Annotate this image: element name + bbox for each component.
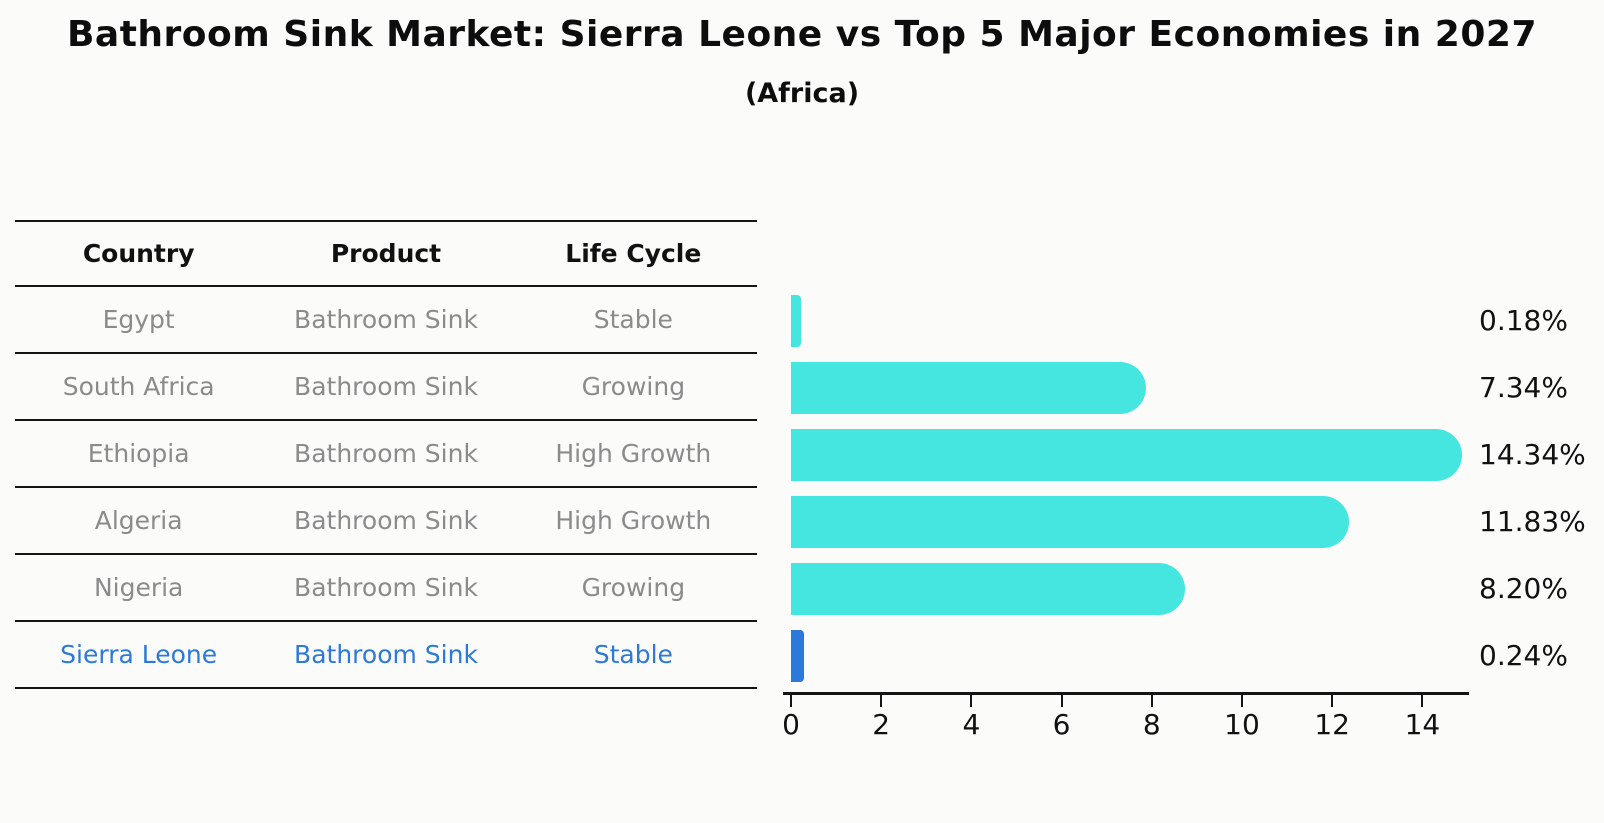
column-header-life-cycle: Life Cycle xyxy=(565,239,702,268)
country-table: Country Product Life Cycle Egypt Bathroom… xyxy=(15,220,757,689)
x-axis-tick xyxy=(880,695,883,707)
column-header-product: Product xyxy=(330,239,442,268)
chart-title: Bathroom Sink Market: Sierra Leone vs To… xyxy=(66,14,1538,55)
x-axis-tick-label: 8 xyxy=(1142,708,1161,741)
table-cell-life-cycle: Stable xyxy=(593,640,673,669)
table-body: Egypt Bathroom Sink Stable South Africa Bath… xyxy=(15,287,757,689)
bar-ethiopia xyxy=(791,428,1462,481)
column-header-country: Country xyxy=(82,239,195,268)
chart-subtitle: (Africa) xyxy=(744,78,860,109)
table-cell-product: Bathroom Sink xyxy=(294,640,478,669)
table-cell-product: Bathroom Sink xyxy=(294,573,478,602)
x-axis-line xyxy=(783,692,1469,695)
table-cell-country: Sierra Leone xyxy=(60,640,218,669)
x-axis-tick-label: 4 xyxy=(962,708,981,741)
x-axis-tick-label: 14 xyxy=(1404,708,1441,741)
x-axis-tick xyxy=(1241,695,1243,707)
table-cell-country: Algeria xyxy=(94,506,183,535)
table-cell-life-cycle: High Growth xyxy=(555,439,712,468)
x-axis-tick-label: 12 xyxy=(1314,708,1350,741)
table-row-algeria: Algeria Bathroom Sink High Growth xyxy=(15,488,757,555)
bar-egypt xyxy=(791,294,802,347)
x-axis-tick xyxy=(970,695,973,707)
value-label-south-africa: 7.34% xyxy=(1479,370,1568,404)
table-cell-country: Ethiopia xyxy=(87,439,190,468)
table-cell-life-cycle: High Growth xyxy=(555,506,712,535)
table-cell-product: Bathroom Sink xyxy=(294,439,478,468)
value-label-nigeria: 8.20% xyxy=(1479,571,1568,605)
bar-south-africa xyxy=(791,361,1147,414)
x-axis-tick-label: 6 xyxy=(1052,708,1071,741)
table-row-sierra-leone: Sierra Leone Bathroom Sink Stable xyxy=(15,622,757,689)
x-axis-tick-label: 2 xyxy=(872,708,891,741)
x-axis-tick xyxy=(1331,695,1334,707)
value-label-ethiopia: 14.34% xyxy=(1479,437,1586,471)
table-row-ethiopia: Ethiopia Bathroom Sink High Growth xyxy=(15,421,757,488)
table-header-row: Country Product Life Cycle xyxy=(15,220,757,287)
table-row-egypt: Egypt Bathroom Sink Stable xyxy=(15,287,757,354)
bar-sierra-leone xyxy=(791,629,804,682)
table-row-south-africa: South Africa Bathroom Sink Growing xyxy=(15,354,757,421)
x-axis-tick xyxy=(1060,695,1063,707)
x-axis-tick xyxy=(1421,695,1424,707)
bar-nigeria xyxy=(791,562,1185,615)
table-cell-life-cycle: Stable xyxy=(593,305,673,334)
table-cell-product: Bathroom Sink xyxy=(294,506,478,535)
value-label-sierra-leone: 0.24% xyxy=(1479,638,1568,672)
x-axis-tick-label: 10 xyxy=(1224,708,1260,741)
x-axis-tick xyxy=(790,695,792,707)
table-cell-country: South Africa xyxy=(62,372,215,401)
x-axis-tick-label: 0 xyxy=(782,708,800,741)
table-cell-country: Nigeria xyxy=(93,573,184,602)
table-cell-product: Bathroom Sink xyxy=(294,305,478,334)
bar-algeria xyxy=(791,495,1349,548)
table-cell-life-cycle: Growing xyxy=(581,573,686,602)
value-label-egypt: 0.18% xyxy=(1479,303,1568,337)
value-label-algeria: 11.83% xyxy=(1479,504,1586,538)
table-cell-life-cycle: Growing xyxy=(581,372,686,401)
table-cell-product: Bathroom Sink xyxy=(294,372,478,401)
table-row-nigeria: Nigeria Bathroom Sink Growing xyxy=(15,555,757,622)
table-cell-country: Egypt xyxy=(102,305,175,334)
x-axis-tick xyxy=(1150,695,1153,707)
